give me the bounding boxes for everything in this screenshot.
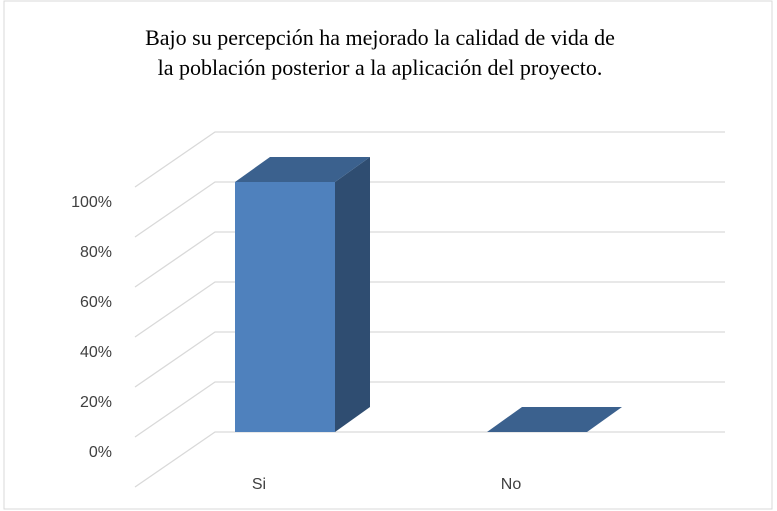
y-tick-label: 60% [80, 294, 112, 311]
grid-line [134, 181, 725, 238]
grid-line [134, 331, 725, 388]
grid-line [134, 231, 725, 288]
plot-top-edge [134, 131, 725, 188]
y-tick-label: 40% [80, 344, 112, 361]
x-tick-label: No [501, 476, 522, 493]
x-tick-label: Si [252, 476, 266, 493]
y-tick-label: 80% [80, 244, 112, 261]
chart-title: Bajo su percepción ha mejorado la calida… [145, 25, 615, 50]
chart-title: la población posterior a la aplicación d… [158, 55, 603, 80]
grid-line [134, 281, 725, 338]
bar-top [235, 157, 370, 182]
y-tick-label: 0% [89, 444, 112, 461]
grid-line [134, 381, 725, 438]
y-tick-label: 100% [71, 194, 112, 211]
bar [235, 182, 335, 432]
bar-top [487, 407, 622, 432]
y-tick-label: 20% [80, 394, 112, 411]
bar-side [335, 157, 370, 432]
chart-frame [3, 0, 773, 510]
